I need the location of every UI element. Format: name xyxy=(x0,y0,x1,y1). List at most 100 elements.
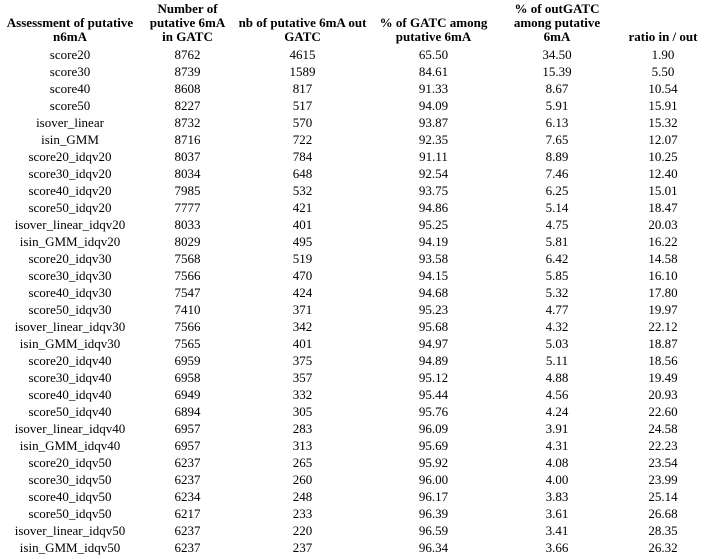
cell-pct-outgatc: 7.65 xyxy=(545,132,569,147)
cell-in-gatc: 8716 xyxy=(174,132,201,147)
cell-assessment: score40_idqv50 xyxy=(28,489,112,504)
cell-out-gatc: 371 xyxy=(292,302,313,317)
cell-ratio: 20.03 xyxy=(648,217,678,232)
cell-pct-gatc: 94.09 xyxy=(418,98,449,113)
cell-pct-outgatc: 5.91 xyxy=(545,98,569,113)
cell-assessment: score20 xyxy=(49,47,91,62)
cell-pct-outgatc: 3.41 xyxy=(545,523,569,538)
cell-in-gatc: 6234 xyxy=(174,489,201,504)
cell-ratio: 19.49 xyxy=(648,370,678,385)
cell-out-gatc: 401 xyxy=(292,336,313,351)
cell-ratio: 23.99 xyxy=(648,472,678,487)
cell-assessment: isover_linear_idqv40 xyxy=(14,421,126,436)
cell-pct-gatc: 91.33 xyxy=(418,81,449,96)
cell-assessment: isover_linear_idqv20 xyxy=(14,217,126,232)
table-row: isin_GMM 8716 722 92.35 7.65 12.07 xyxy=(0,131,709,148)
cell-in-gatc: 6217 xyxy=(174,506,201,521)
cell-assessment: score30_idqv30 xyxy=(28,268,112,283)
cell-pct-outgatc: 4.88 xyxy=(545,370,569,385)
table-row: isin_GMM_idqv40 6957 313 95.69 4.31 22.23 xyxy=(0,437,709,454)
cell-pct-outgatc: 4.08 xyxy=(545,455,569,470)
cell-ratio: 19.97 xyxy=(648,302,678,317)
cell-assessment: score50_idqv30 xyxy=(28,302,112,317)
cell-pct-gatc: 96.09 xyxy=(418,421,449,436)
cell-pct-gatc: 91.11 xyxy=(419,149,448,164)
cell-out-gatc: 421 xyxy=(292,200,313,215)
cell-assessment: score20_idqv30 xyxy=(28,251,112,266)
cell-pct-gatc: 96.34 xyxy=(418,540,449,555)
cell-pct-outgatc: 3.61 xyxy=(545,506,569,521)
table-row: score40_idqv40 6949 332 95.44 4.56 20.93 xyxy=(0,386,709,403)
cell-pct-outgatc: 5.03 xyxy=(545,336,569,351)
cell-out-gatc: 248 xyxy=(292,489,313,504)
column-header-pct-outgatc: % of outGATC among putative 6mA xyxy=(513,1,601,44)
cell-out-gatc: 342 xyxy=(292,319,313,334)
cell-pct-outgatc: 4.77 xyxy=(545,302,569,317)
cell-ratio: 5.50 xyxy=(651,64,675,79)
cell-pct-outgatc: 6.42 xyxy=(545,251,569,266)
table-row: score20_idqv40 6959 375 94.89 5.11 18.56 xyxy=(0,352,709,369)
cell-out-gatc: 401 xyxy=(292,217,313,232)
cell-in-gatc: 6237 xyxy=(174,472,201,487)
cell-in-gatc: 6949 xyxy=(174,387,201,402)
cell-in-gatc: 8227 xyxy=(174,98,201,113)
cell-pct-gatc: 95.92 xyxy=(418,455,449,470)
table-row: score50_idqv30 7410 371 95.23 4.77 19.97 xyxy=(0,301,709,318)
cell-in-gatc: 8739 xyxy=(174,64,201,79)
cell-assessment: isover_linear xyxy=(36,115,104,130)
cell-ratio: 15.91 xyxy=(648,98,678,113)
cell-in-gatc: 7568 xyxy=(174,251,201,266)
header-row: Assessment of putative n6mA Number of pu… xyxy=(0,0,709,46)
table-row: isin_GMM_idqv30 7565 401 94.97 5.03 18.87 xyxy=(0,335,709,352)
cell-out-gatc: 570 xyxy=(292,115,313,130)
cell-ratio: 20.93 xyxy=(648,387,678,402)
table-row: isover_linear_idqv50 6237 220 96.59 3.41 28.3… xyxy=(0,522,709,539)
cell-out-gatc: 313 xyxy=(292,438,313,453)
table-row: isover_linear_idqv20 8033 401 95.25 4.75 20.0… xyxy=(0,216,709,233)
cell-out-gatc: 517 xyxy=(292,98,313,113)
cell-pct-gatc: 96.59 xyxy=(418,523,449,538)
cell-out-gatc: 332 xyxy=(292,387,313,402)
table-row: score50_idqv20 7777 421 94.86 5.14 18.47 xyxy=(0,199,709,216)
cell-ratio: 24.58 xyxy=(648,421,678,436)
cell-out-gatc: 519 xyxy=(292,251,313,266)
cell-pct-outgatc: 3.66 xyxy=(545,540,569,555)
table-row: score20_idqv50 6237 265 95.92 4.08 23.54 xyxy=(0,454,709,471)
table-row: score20 8762 4615 65.50 34.50 1.90 xyxy=(0,46,709,63)
table-row: isover_linear 8732 570 93.87 6.13 15.32 xyxy=(0,114,709,131)
cell-pct-gatc: 93.58 xyxy=(418,251,449,266)
cell-assessment: score50_idqv50 xyxy=(28,506,112,521)
cell-out-gatc: 784 xyxy=(292,149,313,164)
cell-out-gatc: 305 xyxy=(292,404,313,419)
cell-pct-gatc: 94.19 xyxy=(418,234,449,249)
cell-in-gatc: 7777 xyxy=(174,200,201,215)
cell-assessment: score20_idqv50 xyxy=(28,455,112,470)
cell-pct-outgatc: 4.24 xyxy=(545,404,569,419)
cell-ratio: 10.54 xyxy=(648,81,678,96)
cell-assessment: score40 xyxy=(49,81,91,96)
column-header-assessment: Assessment of putative n6mA xyxy=(6,15,134,44)
cell-pct-outgatc: 34.50 xyxy=(542,47,572,62)
cell-pct-outgatc: 6.13 xyxy=(545,115,569,130)
cell-out-gatc: 648 xyxy=(292,166,313,181)
table-row: score40_idqv50 6234 248 96.17 3.83 25.14 xyxy=(0,488,709,505)
cell-pct-gatc: 95.23 xyxy=(418,302,449,317)
cell-pct-outgatc: 4.00 xyxy=(545,472,569,487)
table-row: score30 8739 1589 84.61 15.39 5.50 xyxy=(0,63,709,80)
cell-in-gatc: 8732 xyxy=(174,115,201,130)
cell-assessment: isover_linear_idqv30 xyxy=(14,319,126,334)
cell-pct-outgatc: 5.14 xyxy=(545,200,569,215)
cell-out-gatc: 233 xyxy=(292,506,313,521)
cell-ratio: 17.80 xyxy=(648,285,678,300)
cell-out-gatc: 375 xyxy=(292,353,313,368)
table-row: score30_idqv50 6237 260 96.00 4.00 23.99 xyxy=(0,471,709,488)
table-body: score20 8762 4615 65.50 34.50 1.90 score30 8739… xyxy=(0,46,709,556)
cell-pct-gatc: 95.25 xyxy=(418,217,449,232)
cell-assessment: score50_idqv40 xyxy=(28,404,112,419)
table-row: isin_GMM_idqv50 6237 237 96.34 3.66 26.32 xyxy=(0,539,709,556)
cell-in-gatc: 7565 xyxy=(174,336,201,351)
cell-pct-gatc: 65.50 xyxy=(418,47,449,62)
column-header-pct-gatc: % of GATC among putative 6mA xyxy=(379,15,488,44)
cell-in-gatc: 7985 xyxy=(174,183,201,198)
cell-ratio: 18.87 xyxy=(648,336,678,351)
